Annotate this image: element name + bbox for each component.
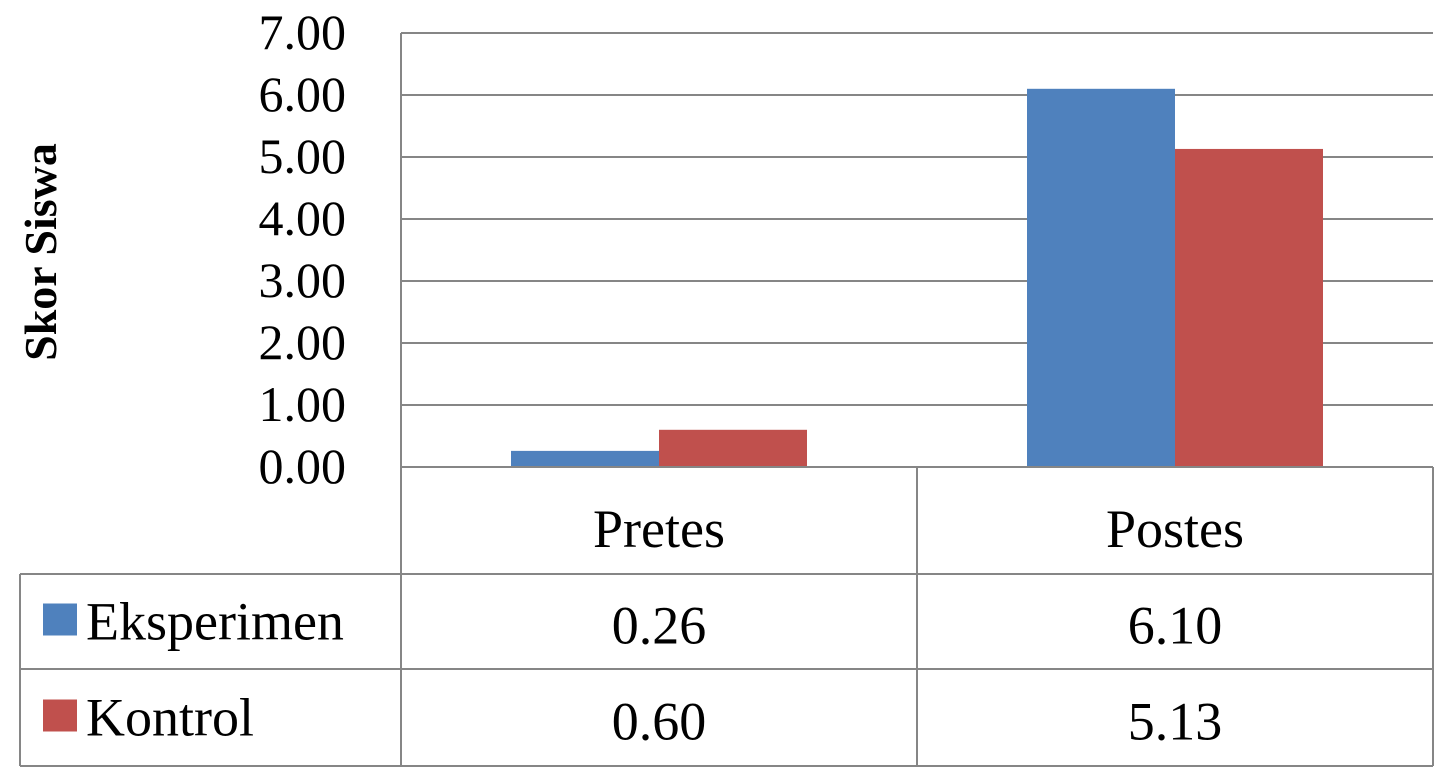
y-tick-label-7: 7.00	[259, 4, 347, 60]
data-label-kontrol-pretes: 0.60	[612, 692, 707, 752]
legend-key-kontrol	[43, 699, 77, 732]
y-tick-label-1: 1.00	[259, 376, 347, 432]
axes: Skor Siswa 0.00 1.00 2.00 3.00 4.00 5.00 6.00 7…	[15, 4, 1433, 494]
bar-eksperimen-postes	[1027, 88, 1175, 468]
data-label-eksperimen-postes: 6.10	[1128, 596, 1223, 656]
y-tick-label-3: 3.00	[259, 252, 347, 308]
y-axis-title: Skor Siswa	[15, 143, 66, 361]
y-tick-label-4: 4.00	[259, 190, 347, 246]
y-tick-label-0: 0.00	[259, 438, 347, 494]
bar-kontrol-postes	[1175, 148, 1323, 467]
bars	[511, 88, 1323, 468]
legend-label-kontrol: Kontrol	[86, 688, 254, 748]
x-tick-label-pretes: Pretes	[593, 499, 725, 559]
y-tick-label-6: 6.00	[259, 66, 347, 122]
data-label-eksperimen-pretes: 0.26	[612, 596, 707, 656]
legend-label-eksperimen: Eksperimen	[86, 592, 344, 652]
bar-kontrol-pretes	[659, 429, 807, 467]
x-tick-label-postes: Postes	[1106, 499, 1244, 559]
legend-key-eksperimen	[43, 603, 77, 636]
gridlines	[401, 32, 1433, 406]
bar-eksperimen-pretes	[511, 450, 659, 467]
y-tick-label-2: 2.00	[259, 314, 347, 370]
data-table: Pretes Postes Eksperimen 0.26 6.10 Kontrol 0.6…	[19, 467, 1434, 767]
data-label-kontrol-postes: 5.13	[1128, 692, 1223, 752]
y-tick-label-5: 5.00	[259, 128, 347, 184]
